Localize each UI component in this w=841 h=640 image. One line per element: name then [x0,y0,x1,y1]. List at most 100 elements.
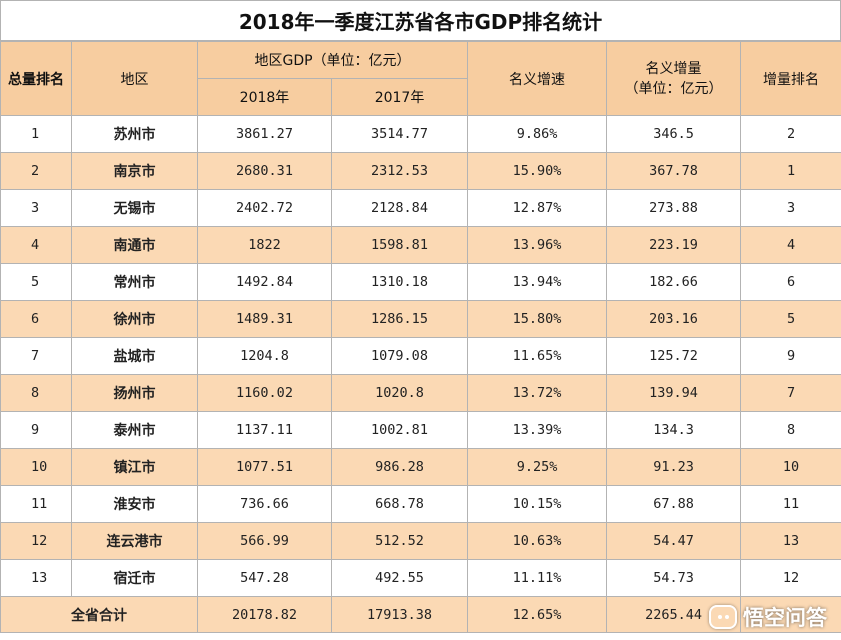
watermark-text: 悟空问答 [743,606,827,630]
cell-gdp-2017: 1310.18 [330,263,469,301]
cell-increment-rank: 7 [740,374,841,412]
cell-gdp-2018: 547.28 [197,559,332,597]
header-increment-rank: 增量排名 [740,41,841,116]
cell-growth: 12.87% [467,189,608,227]
table-row: 6 徐州市 1489.31 1286.15 15.80% 203.16 5 [0,300,841,338]
cell-increment-rank: 11 [740,485,841,523]
cell-increment: 203.16 [606,300,742,338]
header-year-2017: 2017年 [330,78,469,116]
cell-increment: 125.72 [606,337,742,375]
cell-gdp-2018: 1077.51 [197,448,332,486]
cell-city: 宿迁市 [71,559,198,597]
cell-gdp-2018: 1160.02 [197,374,332,412]
cell-gdp-2018: 566.99 [197,522,332,560]
watermark: 悟空问答 [709,602,827,632]
cell-growth: 15.90% [467,152,608,190]
chat-bubble-icon [709,605,737,629]
cell-city: 苏州市 [71,115,198,153]
table-row: 7 盐城市 1204.8 1079.08 11.65% 125.72 9 [0,337,841,375]
table-title: 2018年一季度江苏省各市GDP排名统计 [0,0,841,41]
table-row: 8 扬州市 1160.02 1020.8 13.72% 139.94 7 [0,374,841,412]
cell-increment-rank: 2 [740,115,841,153]
cell-gdp-2017: 1598.81 [330,226,469,264]
cell-rank: 3 [0,189,72,227]
cell-gdp-2017: 1020.8 [330,374,469,412]
cell-city: 镇江市 [71,448,198,486]
cell-rank: 4 [0,226,72,264]
cell-increment: 139.94 [606,374,742,412]
cell-increment: 134.3 [606,411,742,449]
cell-rank: 9 [0,411,72,449]
header-increment-line2: （单位：亿元） [624,80,723,97]
header-year-2018: 2018年 [197,78,332,116]
cell-gdp-2018: 1492.84 [197,263,332,301]
cell-rank: 8 [0,374,72,412]
table-body: 1 苏州市 3861.27 3514.77 9.86% 346.5 2 2 南京… [0,115,841,633]
cell-gdp-2017: 2312.53 [330,152,469,190]
cell-increment-rank: 10 [740,448,841,486]
cell-growth: 9.25% [467,448,608,486]
cell-rank: 5 [0,263,72,301]
table-row: 10 镇江市 1077.51 986.28 9.25% 91.23 10 [0,448,841,486]
total-gdp-2018: 20178.82 [197,596,332,633]
cell-growth: 10.15% [467,485,608,523]
cell-growth: 13.94% [467,263,608,301]
total-growth: 12.65% [467,596,608,633]
table-header: 总量排名 地区 地区GDP（单位：亿元） 名义增速 名义增量 （单位：亿元） 增… [0,41,841,116]
cell-rank: 6 [0,300,72,338]
cell-gdp-2017: 492.55 [330,559,469,597]
cell-city: 淮安市 [71,485,198,523]
cell-growth: 13.39% [467,411,608,449]
cell-city: 南京市 [71,152,198,190]
cell-growth: 13.72% [467,374,608,412]
cell-gdp-2017: 2128.84 [330,189,469,227]
cell-increment: 54.47 [606,522,742,560]
table-row: 3 无锡市 2402.72 2128.84 12.87% 273.88 3 [0,189,841,227]
cell-city: 无锡市 [71,189,198,227]
header-growth-rate: 名义增速 [467,41,608,116]
cell-gdp-2018: 1204.8 [197,337,332,375]
cell-gdp-2017: 3514.77 [330,115,469,153]
cell-gdp-2018: 1822 [197,226,332,264]
cell-city: 徐州市 [71,300,198,338]
cell-gdp-2018: 1489.31 [197,300,332,338]
header-region: 地区 [71,41,198,116]
cell-rank: 10 [0,448,72,486]
cell-growth: 11.11% [467,559,608,597]
cell-increment-rank: 9 [740,337,841,375]
header-increment: 名义增量 （单位：亿元） [606,41,742,116]
table-row: 11 淮安市 736.66 668.78 10.15% 67.88 11 [0,485,841,523]
cell-gdp-2017: 512.52 [330,522,469,560]
gdp-table: 总量排名 地区 地区GDP（单位：亿元） 名义增速 名义增量 （单位：亿元） 增… [0,41,841,633]
cell-gdp-2017: 668.78 [330,485,469,523]
total-row: 全省合计 20178.82 17913.38 12.65% 2265.44 [0,596,841,633]
cell-increment: 182.66 [606,263,742,301]
table-row: 1 苏州市 3861.27 3514.77 9.86% 346.5 2 [0,115,841,153]
cell-growth: 9.86% [467,115,608,153]
cell-city: 盐城市 [71,337,198,375]
cell-increment-rank: 12 [740,559,841,597]
cell-gdp-2017: 986.28 [330,448,469,486]
total-increment-rank [740,596,841,633]
cell-rank: 2 [0,152,72,190]
cell-gdp-2018: 2680.31 [197,152,332,190]
cell-rank: 13 [0,559,72,597]
cell-rank: 1 [0,115,72,153]
table-row: 2 南京市 2680.31 2312.53 15.90% 367.78 1 [0,152,841,190]
cell-increment: 367.78 [606,152,742,190]
cell-increment-rank: 1 [740,152,841,190]
header-gdp-group: 地区GDP（单位：亿元） [196,41,469,79]
cell-city: 扬州市 [71,374,198,412]
cell-city: 常州市 [71,263,198,301]
cell-city: 南通市 [71,226,198,264]
cell-growth: 15.80% [467,300,608,338]
cell-increment: 54.73 [606,559,742,597]
table-row: 9 泰州市 1137.11 1002.81 13.39% 134.3 8 [0,411,841,449]
cell-rank: 7 [0,337,72,375]
cell-gdp-2017: 1002.81 [330,411,469,449]
cell-city: 泰州市 [71,411,198,449]
total-label: 全省合计 [0,596,198,633]
cell-gdp-2018: 2402.72 [197,189,332,227]
cell-gdp-2018: 3861.27 [197,115,332,153]
